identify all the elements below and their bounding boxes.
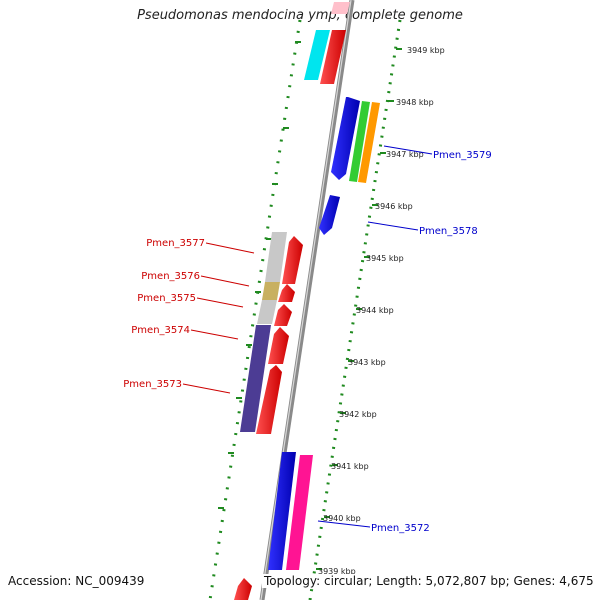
gene-gray-3577	[265, 232, 287, 282]
gene-red-3574	[268, 327, 289, 364]
gene-label-pmen-3575: Pmen_3575	[137, 293, 196, 304]
gene-cluster-top[interactable]	[304, 2, 350, 84]
genome-backbone-highlight	[260, 0, 352, 600]
kbp-label: 3941 kbp	[331, 462, 369, 471]
gene-pink-top	[331, 2, 350, 14]
gene-red-3575	[274, 304, 292, 326]
gene-red-3573	[256, 365, 282, 434]
gene-purple-3574	[240, 325, 271, 432]
gene-label-pmen-3579: Pmen_3579	[433, 150, 492, 161]
gene-pink-3572	[286, 455, 313, 570]
kbp-label: 3946 kbp	[375, 202, 413, 211]
accession-text: Accession: NC_009439	[8, 574, 145, 588]
inner-tick-marks	[218, 41, 301, 509]
kbp-label: 3945 kbp	[366, 254, 404, 263]
kbp-label: 3943 kbp	[348, 358, 386, 367]
gene-cluster-3573-3577[interactable]	[240, 232, 303, 434]
gene-blue-3578	[319, 195, 340, 235]
gene-label-pmen-3577: Pmen_3577	[146, 238, 205, 249]
kbp-label: 3939 kbp	[318, 567, 356, 576]
gene-red-3576	[278, 284, 295, 302]
gene-label-pmen-3576: Pmen_3576	[141, 271, 200, 282]
gene-olive-3576	[262, 282, 280, 300]
gene-labels: Pmen_3579 Pmen_3578 Pmen_3577 Pmen_3576 …	[123, 150, 491, 534]
topology-text: Topology: circular; Length: 5,072,807 bp…	[262, 574, 594, 588]
gene-orange	[358, 102, 380, 183]
kbp-label: 3949 kbp	[407, 46, 445, 55]
map-title: Pseudomonas mendocina ymp, complete geno…	[137, 8, 463, 23]
gene-blue-3572	[268, 452, 296, 570]
kbp-labels: 3949 kbp 3948 kbp 3947 kbp 3946 kbp 3945…	[318, 46, 445, 576]
gene-green	[349, 101, 370, 182]
kbp-label: 3948 kbp	[396, 98, 434, 107]
kbp-label: 3944 kbp	[356, 306, 394, 315]
kbp-label: 3947 kbp	[386, 150, 424, 159]
gene-cluster-3579[interactable]	[319, 97, 380, 235]
gene-label-pmen-3578: Pmen_3578	[419, 226, 478, 237]
kbp-label: 3942 kbp	[339, 410, 377, 419]
gene-label-pmen-3573: Pmen_3573	[123, 379, 182, 390]
leader-lines	[182, 145, 433, 528]
gene-cluster-3572[interactable]	[234, 452, 313, 600]
gene-label-pmen-3574: Pmen_3574	[131, 325, 190, 336]
gene-blue-3579	[331, 97, 360, 180]
outer-tick-marks	[316, 48, 402, 570]
gene-red-3577	[282, 236, 303, 284]
gene-gray-3575	[257, 300, 277, 324]
gene-red-top	[320, 30, 346, 84]
gene-red-bottom	[234, 578, 252, 600]
gene-cyan	[304, 30, 330, 80]
gene-label-pmen-3572: Pmen_3572	[371, 523, 430, 534]
kbp-label: 3940 kbp	[323, 514, 361, 523]
